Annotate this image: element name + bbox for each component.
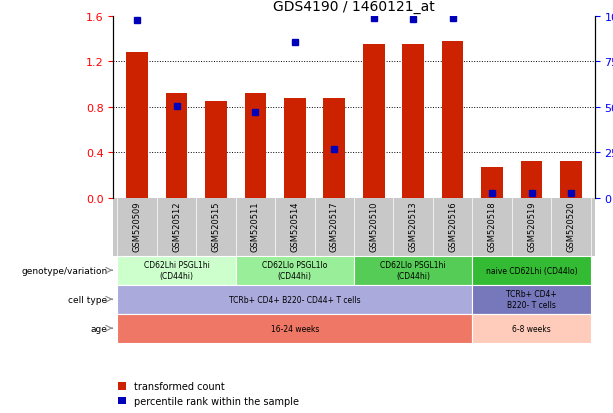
Text: 6-8 weeks: 6-8 weeks [512, 324, 551, 333]
Text: GSM520512: GSM520512 [172, 201, 181, 252]
Bar [126, 53, 148, 198]
Bar [245, 94, 266, 198]
Bar [117, 314, 473, 343]
Bar [473, 285, 591, 314]
Bar [442, 42, 463, 198]
Text: GSM520517: GSM520517 [330, 201, 339, 252]
Bar [235, 256, 354, 285]
Text: naive CD62Lhi (CD44lo): naive CD62Lhi (CD44lo) [485, 266, 577, 275]
Bar [354, 256, 473, 285]
Text: genotype/variation: genotype/variation [21, 266, 107, 275]
Text: GSM520514: GSM520514 [291, 201, 299, 252]
Legend: transformed count, percentile rank within the sample: transformed count, percentile rank withi… [118, 381, 299, 406]
Text: TCRb+ CD4+ B220- CD44+ T cells: TCRb+ CD4+ B220- CD44+ T cells [229, 295, 360, 304]
Text: GSM520510: GSM520510 [369, 201, 378, 252]
Bar [520, 162, 543, 198]
Bar [473, 256, 591, 285]
Bar [560, 162, 582, 198]
Text: GSM520511: GSM520511 [251, 201, 260, 252]
Bar [117, 285, 473, 314]
Text: GSM520518: GSM520518 [487, 201, 497, 252]
Bar [166, 94, 188, 198]
Bar [205, 102, 227, 198]
Text: GSM520515: GSM520515 [211, 201, 221, 252]
Bar [473, 314, 591, 343]
Text: 16-24 weeks: 16-24 weeks [271, 324, 319, 333]
Text: GSM520520: GSM520520 [566, 201, 576, 252]
Bar [117, 256, 235, 285]
Text: GSM520516: GSM520516 [448, 201, 457, 252]
Text: GSM520509: GSM520509 [132, 201, 142, 252]
Text: cell type: cell type [69, 295, 107, 304]
Bar [481, 168, 503, 198]
Text: CD62Lhi PSGL1hi
(CD44hi): CD62Lhi PSGL1hi (CD44hi) [143, 261, 210, 280]
Text: TCRb+ CD4+
B220- T cells: TCRb+ CD4+ B220- T cells [506, 290, 557, 309]
Bar [363, 45, 384, 198]
Text: age: age [91, 324, 107, 333]
Bar [324, 98, 345, 198]
Title: GDS4190 / 1460121_at: GDS4190 / 1460121_at [273, 0, 435, 14]
Text: GSM520519: GSM520519 [527, 201, 536, 252]
Text: GSM520513: GSM520513 [409, 201, 417, 252]
Text: CD62Llo PSGL1lo
(CD44hi): CD62Llo PSGL1lo (CD44hi) [262, 261, 327, 280]
Text: CD62Llo PSGL1hi
(CD44hi): CD62Llo PSGL1hi (CD44hi) [380, 261, 446, 280]
Bar [284, 98, 306, 198]
Bar [402, 45, 424, 198]
